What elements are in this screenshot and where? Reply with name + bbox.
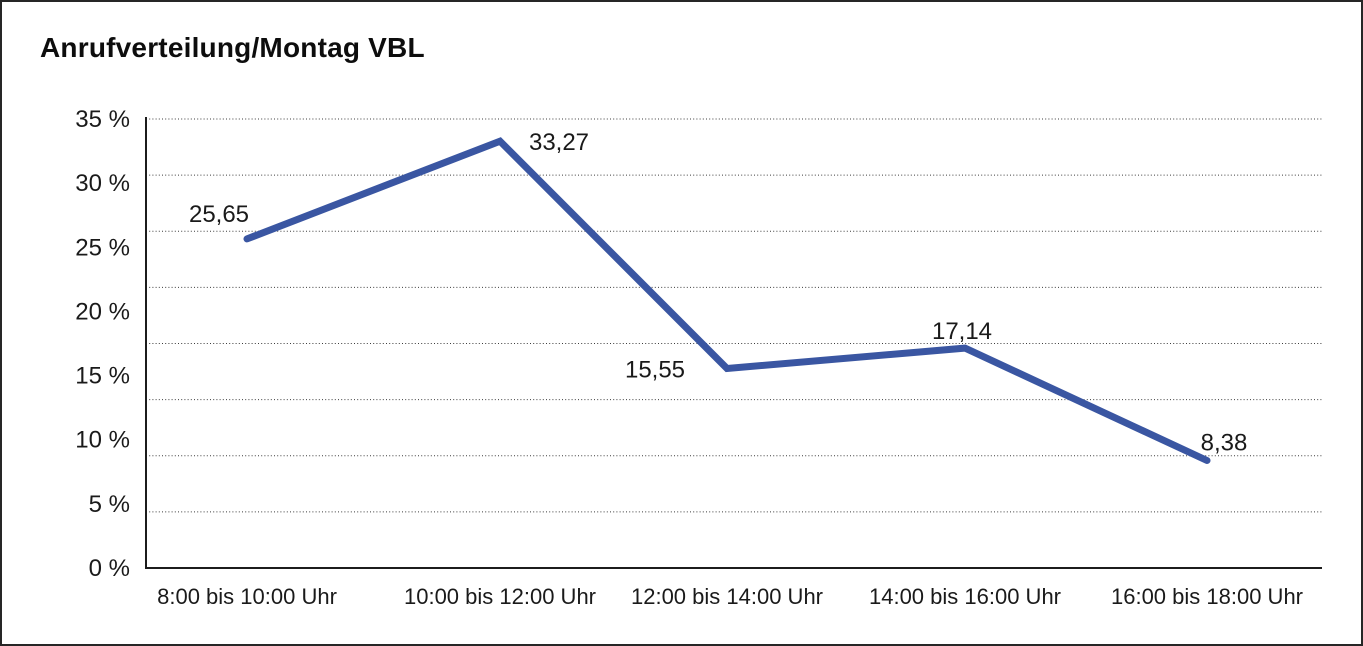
y-tick-label: 10 % xyxy=(75,427,130,454)
y-tick-label: 30 % xyxy=(75,170,130,197)
x-tick-label: 14:00 bis 16:00 Uhr xyxy=(869,584,1061,609)
y-tick-label: 35 % xyxy=(75,106,130,133)
y-tick-label: 5 % xyxy=(89,491,130,518)
x-tick-label: 8:00 bis 10:00 Uhr xyxy=(157,584,337,609)
data-label: 17,14 xyxy=(932,318,992,345)
data-label: 15,55 xyxy=(625,357,685,384)
data-label: 8,38 xyxy=(1201,429,1248,456)
y-tick-label: 0 % xyxy=(89,555,130,582)
y-tick-label: 25 % xyxy=(75,234,130,261)
x-tick-label: 16:00 bis 18:00 Uhr xyxy=(1111,584,1303,609)
data-line xyxy=(243,137,1211,464)
y-tick-label: 20 % xyxy=(75,298,130,325)
x-tick-label: 10:00 bis 12:00 Uhr xyxy=(404,584,596,609)
data-label: 25,65 xyxy=(189,201,249,228)
x-tick-label: 12:00 bis 14:00 Uhr xyxy=(631,584,823,609)
chart-title: Anrufverteilung/Montag VBL xyxy=(40,32,425,63)
y-tick-label: 15 % xyxy=(75,363,130,390)
data-label: 33,27 xyxy=(529,129,589,156)
